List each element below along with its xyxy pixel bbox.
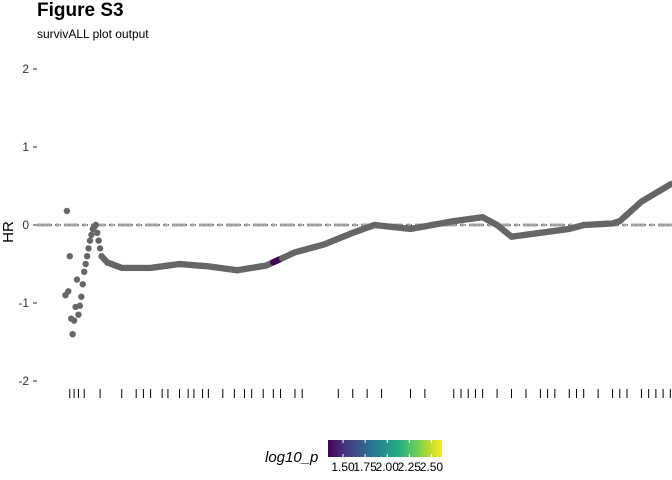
hr-point [65, 288, 72, 295]
legend-tick-label: 2.00 [376, 460, 400, 474]
y-axis-ticks: -2 -1 0 1 2 [18, 62, 37, 388]
censor-rug [69, 389, 671, 398]
hr-point [82, 260, 89, 268]
legend-tick-label: 1.50 [331, 460, 355, 474]
y-tick-label: -2 [18, 374, 29, 388]
legend-colorbar [328, 440, 442, 457]
hr-point [76, 302, 84, 309]
hr-point [78, 293, 85, 300]
legend-tick-label: 2.50 [420, 460, 444, 474]
hr-point [86, 237, 94, 244]
hr-point [96, 245, 104, 252]
hr-point [95, 237, 102, 244]
legend-title: log10_p [265, 449, 318, 466]
hr-point [81, 268, 88, 275]
hr-point [88, 231, 95, 238]
color-legend: log10_p 1.501.752.002.252.50 [265, 440, 443, 474]
y-axis-title: HR [0, 221, 17, 243]
hr-point [92, 221, 99, 229]
hr-point [79, 281, 86, 288]
hr-point [73, 276, 81, 283]
hr-point [83, 253, 91, 260]
figure-subtitle: survivALL plot output [37, 27, 149, 41]
y-tick-label: 1 [22, 140, 29, 154]
figure-title: Figure S3 [37, 0, 124, 21]
legend-ticks: 1.501.752.002.252.50 [331, 440, 443, 474]
y-tick-label: 0 [22, 218, 29, 232]
hr-point [66, 253, 73, 260]
data-points [62, 180, 672, 338]
hr-point [63, 207, 71, 215]
legend-tick-label: 1.75 [353, 460, 377, 474]
legend-tick-label: 2.25 [398, 460, 422, 474]
hr-point [70, 317, 78, 324]
hr-point [94, 229, 101, 236]
hr-point [69, 331, 76, 338]
y-tick-label: -1 [18, 296, 29, 310]
y-tick-label: 2 [22, 62, 29, 76]
hr-point [85, 245, 92, 252]
hr-point [75, 311, 82, 318]
